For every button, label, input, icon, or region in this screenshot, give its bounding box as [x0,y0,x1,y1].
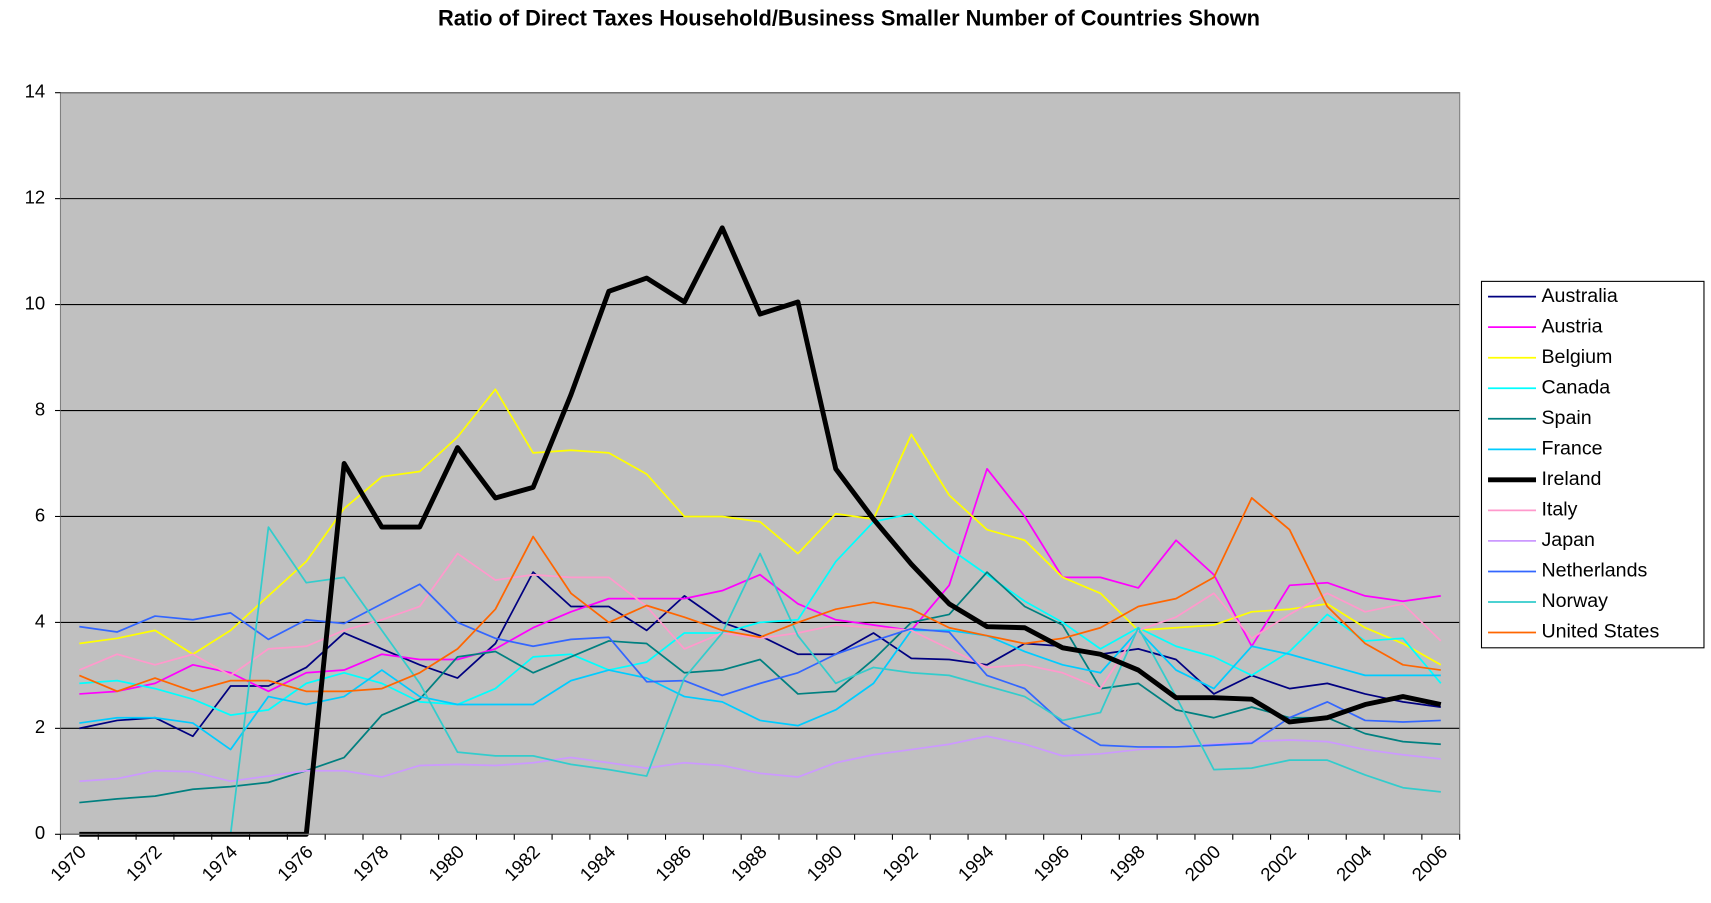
series-line [78,552,1442,690]
series-line [79,583,1441,748]
y-tick-label: 6 [35,504,45,525]
series-line [79,388,1442,666]
series-line [79,467,1441,695]
series-line [79,512,1442,716]
x-tick-label: 1982 [500,841,544,885]
legend-label: Belgium [1541,346,1612,368]
legend-label: United States [1541,621,1659,643]
plot-area [60,92,1460,835]
legend-label: Ireland [1541,468,1601,490]
series-line [79,629,1441,751]
legend-label: Japan [1541,529,1594,551]
x-tick-label: 1996 [1029,841,1073,885]
series-line [79,526,1441,836]
series-line [79,571,1441,738]
plot-border [59,92,1461,835]
y-tick-label: 0 [35,822,45,843]
legend-label: Australia [1541,285,1617,307]
y-tick-label: 8 [35,398,45,419]
legend [1480,280,1705,649]
x-tick-label: 2002 [1256,841,1300,885]
legend-label: Austria [1541,315,1602,337]
x-tick-label: 1990 [802,841,846,885]
x-tick-label: 1976 [273,841,317,885]
x-tick-label: 1992 [878,841,922,885]
legend-label: Canada [1541,376,1610,398]
y-tick-label: 10 [25,292,46,313]
x-tick-label: 2004 [1332,841,1376,885]
x-tick-label: 2006 [1407,841,1451,885]
x-tick-label: 2000 [1181,841,1225,885]
x-tick-label: 1984 [575,841,619,885]
y-tick-label: 14 [25,81,46,102]
y-tick-label: 12 [25,187,46,208]
x-tick-label: 1994 [954,841,998,885]
y-tick-label: 2 [35,716,45,737]
legend-label: Norway [1541,590,1608,612]
legend-label: Italy [1541,499,1577,521]
x-tick-label: 1978 [349,841,393,885]
chart-title: Ratio of Direct Taxes Household/Business… [438,5,1260,30]
x-tick-label: 1986 [651,841,695,885]
legend-label: Spain [1541,407,1591,429]
x-tick-label: 1970 [46,841,90,885]
series-line [79,735,1441,783]
series-line [78,497,1441,693]
y-tick-label: 4 [35,610,45,631]
x-tick-label: 1980 [424,841,468,885]
legend-label: France [1541,438,1602,460]
x-tick-label: 1972 [122,841,166,885]
x-tick-label: 1974 [197,841,241,885]
x-tick-label: 1988 [727,841,771,885]
x-tick-label: 1998 [1105,841,1149,885]
legend-label: Netherlands [1541,560,1647,582]
